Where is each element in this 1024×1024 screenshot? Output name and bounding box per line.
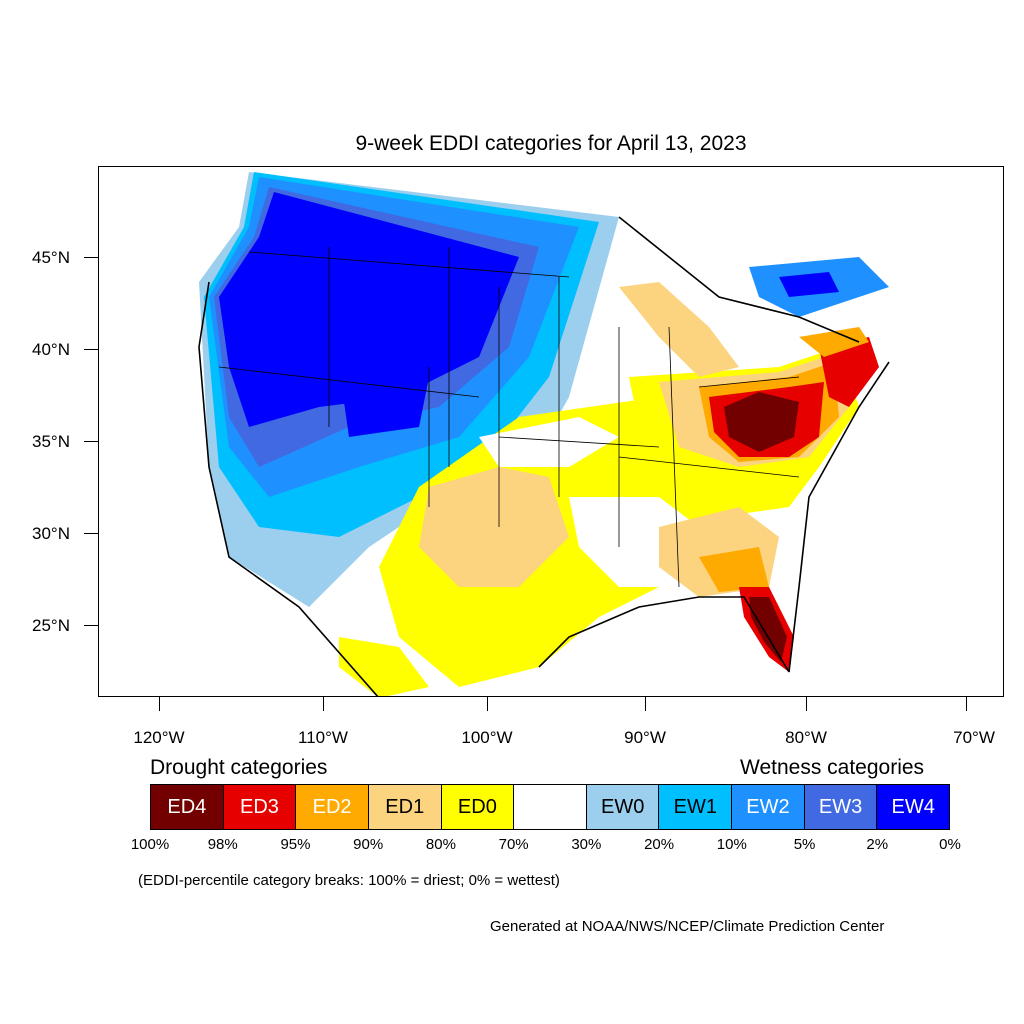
legend-box-ed2: ED2: [296, 785, 369, 829]
legend-box-neutral: [514, 785, 587, 829]
legend-box-ed4: ED4: [151, 785, 224, 829]
utah-ew4: [339, 367, 429, 437]
percent-break-label: 90%: [353, 836, 384, 853]
percent-break-label: 0%: [939, 836, 961, 853]
texas-ed1: [419, 467, 569, 587]
lon-tick-80: [806, 697, 807, 711]
category-note: (EDDI-percentile category breaks: 100% =…: [138, 872, 560, 889]
lon-tick-100: [487, 697, 488, 711]
lat-tick-45: [84, 257, 98, 258]
legend-box-ew3: EW3: [804, 785, 878, 829]
lon-tick-120: [159, 697, 160, 711]
category-legend: ED4 ED3 ED2 ED1 ED0 EW0 EW1 EW2 EW3 EW4: [150, 784, 950, 830]
lon-label-100: 100°W: [461, 728, 513, 747]
lon-tick-110: [323, 697, 324, 711]
legend-box-ew4: EW4: [877, 785, 950, 829]
baja-ed0: [339, 637, 429, 696]
lat-label-30: 30°N: [32, 524, 70, 543]
map-title: 9-week EDDI categories for April 13, 202…: [355, 132, 747, 155]
northeast-ed3: [819, 337, 879, 407]
lon-tick-70: [966, 697, 967, 711]
drought-heading: Drought categories: [150, 756, 328, 779]
lat-label-25: 25°N: [32, 616, 70, 635]
east-ed4: [724, 392, 799, 452]
wetness-heading: Wetness categories: [740, 756, 925, 779]
percent-break-label: 2%: [866, 836, 889, 853]
percent-break-label: 100%: [130, 836, 170, 853]
legend-box-ew0: EW0: [586, 785, 660, 829]
lon-label-90: 90°W: [624, 728, 666, 747]
percent-break-label: 5%: [793, 836, 816, 853]
eddi-map: [198, 172, 890, 696]
state-borders: [218, 247, 800, 588]
lat-tick-35: [84, 441, 98, 442]
lat-tick-40: [84, 349, 98, 350]
legend-box-ed1: ED1: [368, 785, 442, 829]
legend-box-ew1: EW1: [659, 785, 733, 829]
lat-label-45: 45°N: [32, 248, 70, 267]
florida-ed4: [749, 597, 787, 662]
percent-break-label: 95%: [280, 836, 311, 853]
legend-box-ew2: EW2: [732, 785, 805, 829]
lat-tick-25: [84, 625, 98, 626]
lat-label-40: 40°N: [32, 340, 70, 359]
lon-label-80: 80°W: [785, 728, 827, 747]
lon-label-70: 70°W: [953, 728, 995, 747]
coastline: [198, 216, 890, 696]
lon-label-120: 120°W: [133, 728, 185, 747]
north-texas-white: [479, 417, 619, 467]
credit-line: Generated at NOAA/NWS/NCEP/Climate Predi…: [490, 918, 885, 935]
percent-break-label: 98%: [207, 836, 238, 853]
west-ew4: [219, 192, 519, 427]
georgia-ed2: [699, 547, 769, 592]
legend-box-ed3: ED3: [223, 785, 297, 829]
lon-label-110: 110°W: [298, 728, 348, 747]
lat-tick-30: [84, 533, 98, 534]
lon-tick-90: [645, 697, 646, 711]
quebec-ew4: [779, 272, 839, 297]
percent-break-label: 30%: [571, 836, 602, 853]
northeast-ed2: [799, 327, 869, 357]
legend-box-ed0: ED0: [441, 785, 515, 829]
percent-break-label: 70%: [498, 836, 529, 853]
great-lakes-ed1: [619, 282, 739, 377]
percent-break-label: 10%: [716, 836, 747, 853]
percent-break-label: 20%: [644, 836, 675, 853]
map-panel: [98, 166, 1004, 697]
percent-break-label: 80%: [425, 836, 456, 853]
lat-label-35: 35°N: [32, 432, 70, 451]
